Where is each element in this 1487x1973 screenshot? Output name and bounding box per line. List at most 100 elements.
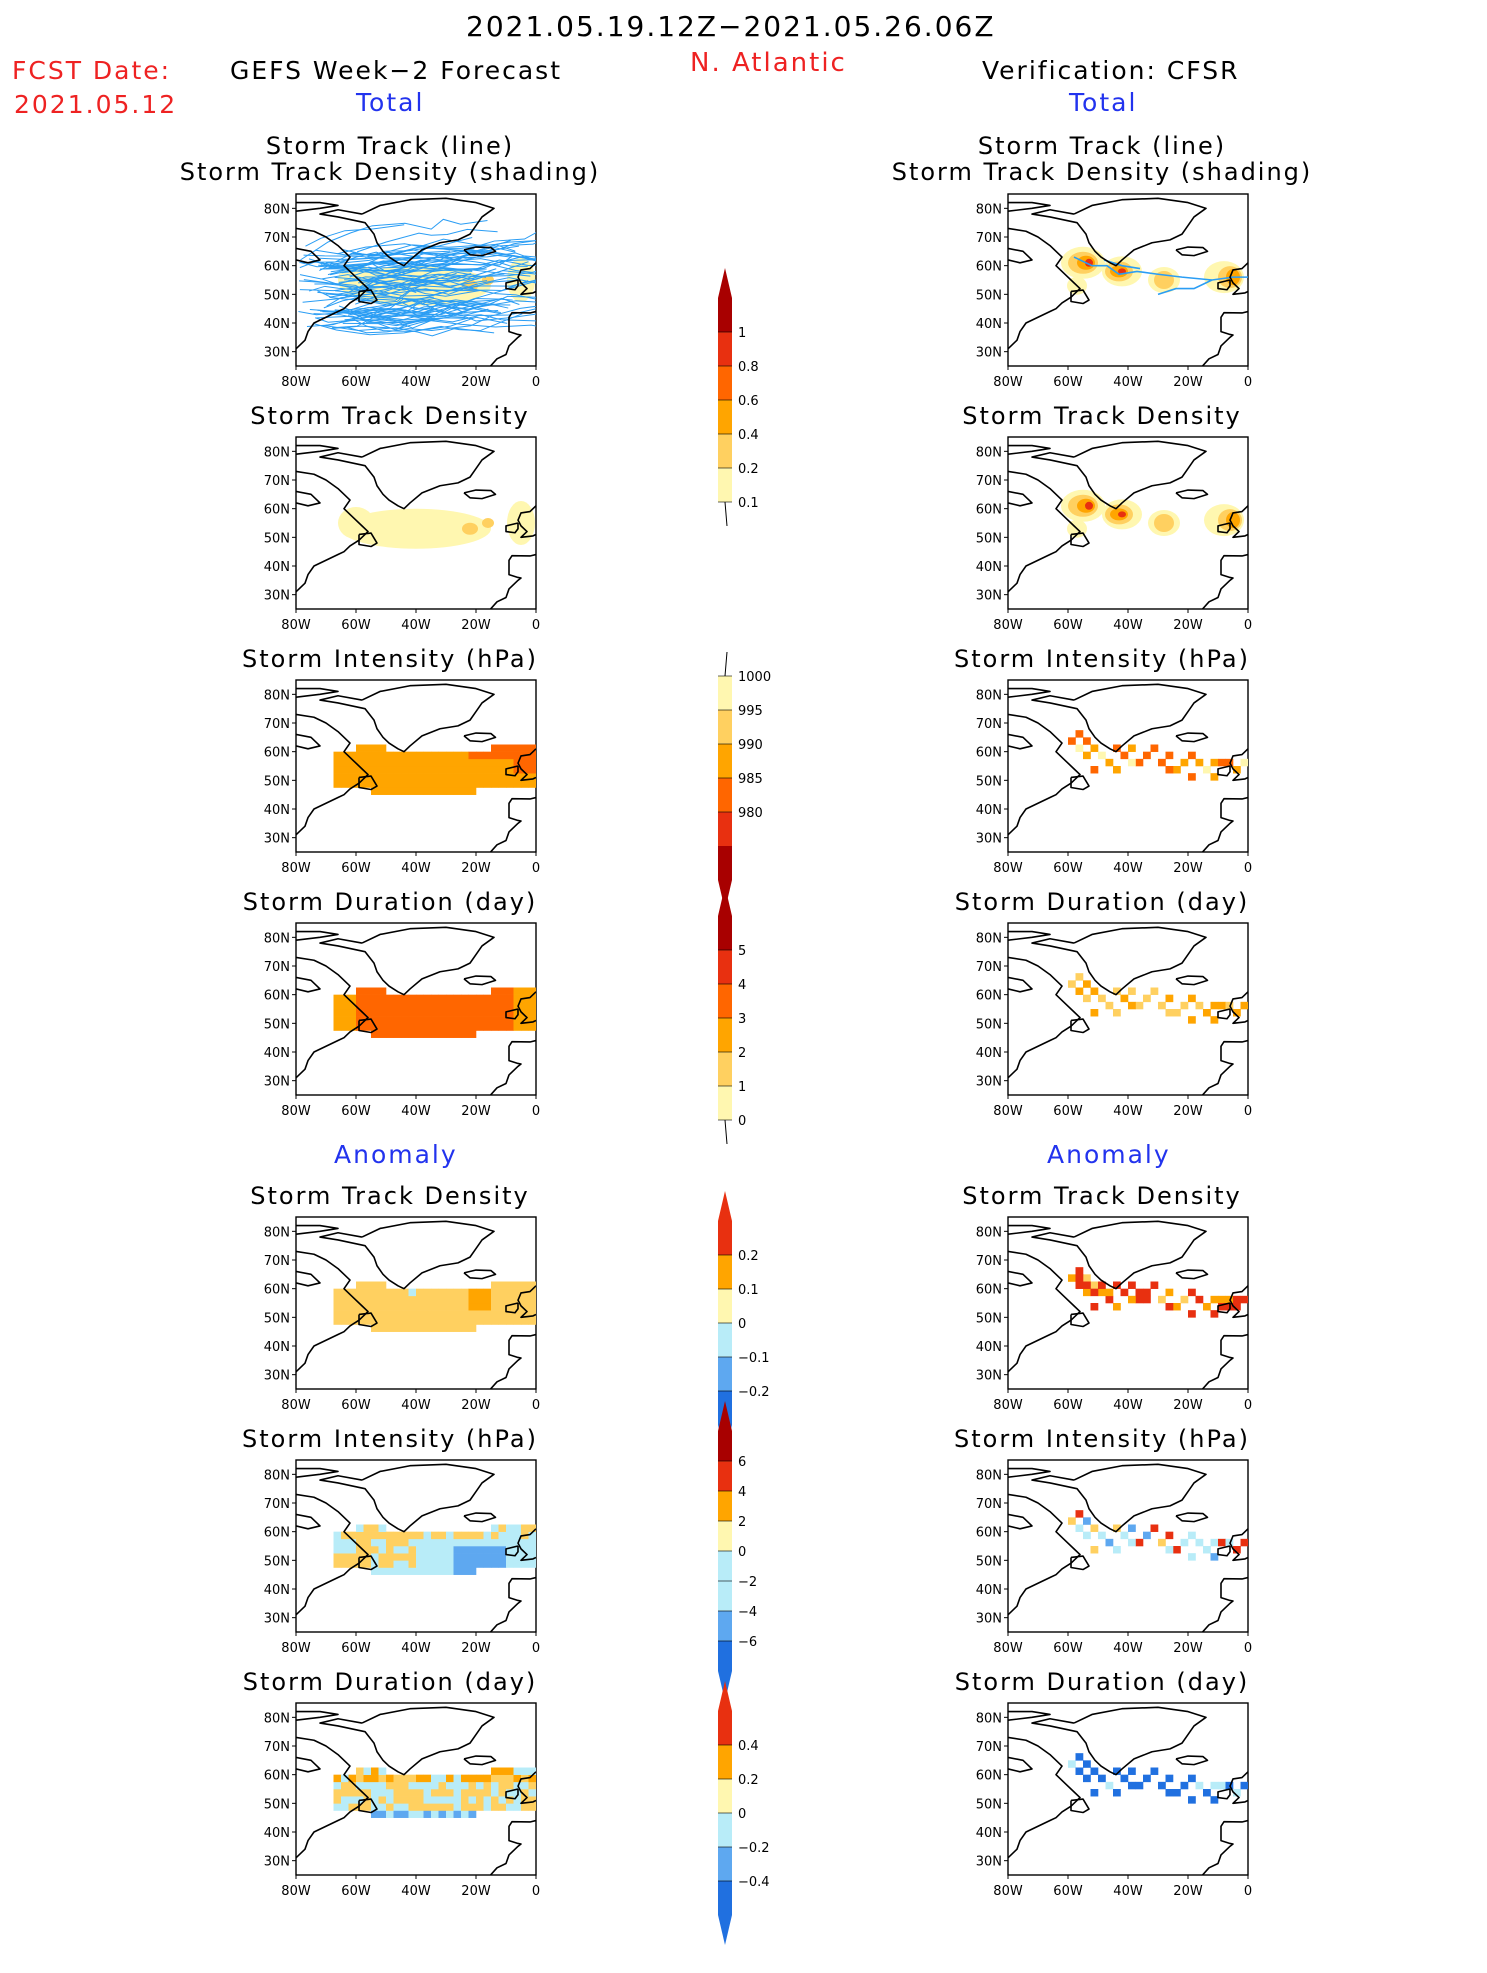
lon-tick-label: 0 [532,861,540,876]
ireland-coast [1217,1008,1231,1020]
grid-cell [431,773,439,781]
colorbar-label: 985 [738,772,763,787]
grid-cell [506,744,514,752]
colorbar-segment [718,1461,732,1491]
grid-cell [431,1796,439,1804]
grid-cell [371,787,379,795]
grid-cell [453,1023,462,1031]
grid-cell [1165,766,1174,774]
arctic-islands-coast [296,1710,339,1721]
grid-cell [483,780,492,788]
grid-cell [401,766,409,774]
greenland-coast [1031,1463,1207,1533]
colorbar-segment [718,1847,732,1881]
grid-cell [386,1803,394,1811]
grid-cell [386,1001,394,1010]
grid-cell [498,1303,507,1311]
grid-cell [431,758,439,767]
grid-cell [416,1538,424,1547]
grid-cell [461,773,469,781]
grid-cell [528,744,536,752]
grid-cell [341,1774,349,1783]
grid-cell [453,1295,462,1304]
lon-tick-label: 40W [401,1641,431,1656]
grid-cell [461,1796,469,1804]
map-svg: 80N 70N 60N 50N 40N 30N 80W 60W 40W 20W 0 [976,922,1252,1119]
colorbar-segment [718,1611,732,1641]
grid-cell [348,1546,357,1554]
grid-cell [1210,1016,1219,1024]
lat-tick-label: 70N [976,1740,1002,1755]
map-right-5: 80N 70N 60N 50N 40N 30N 80W 60W 40W 20W 0 [962,1213,1262,1422]
uk-coast [1229,1771,1248,1805]
grid-cell [461,1538,469,1547]
grid-cell [453,1288,462,1297]
ireland-coast [1217,522,1231,534]
colorbar-label: 2 [738,1515,746,1530]
storm-track-line [345,305,536,334]
grid-cell [1135,1288,1144,1297]
newfoundland-coast [1070,1555,1090,1571]
grid-cell [386,1789,394,1797]
lat-tick-label: 40N [976,803,1002,818]
grid-cell [1120,994,1129,1003]
grid-cell [408,1553,417,1561]
grid-cell [341,1796,349,1804]
grid-cell [408,758,417,767]
lat-tick-label: 40N [264,803,290,818]
grid-cell [506,1295,514,1304]
grid-cell [348,1295,357,1304]
grid-cell [468,1023,477,1031]
map-svg: 80N 70N 60N 50N 40N 30N 80W 60W 40W 20W 0 [976,1702,1252,1899]
arctic-islands-coast [296,1467,339,1478]
lon-tick-label: 40W [1113,1398,1143,1413]
grid-cell [416,1303,424,1311]
grid-cell [513,1023,522,1031]
right-column-title: Verification: CFSR [982,56,1240,85]
grid-cell [468,1303,477,1311]
grid-cell [371,987,379,995]
grid-cell [1113,1009,1121,1017]
grid-cell [378,1317,387,1325]
lon-tick-label: 40W [1113,1641,1143,1656]
ireland-coast [1217,765,1231,777]
grid-cell [1158,1538,1166,1547]
grid-cell [333,1016,342,1024]
grid-cell [1143,1288,1151,1297]
grid-cell [1090,766,1099,774]
grid-cell [1098,751,1106,760]
grid-cell [423,766,432,774]
grid-cell [528,1295,536,1304]
grid-cell [356,1023,364,1031]
baffin-coast [296,1270,321,1287]
grid-cell [461,1546,469,1554]
grid-cell [371,773,379,781]
grid-cell [1068,737,1076,745]
grid-cell [363,994,372,1003]
lat-tick-label: 30N [976,1612,1002,1627]
grid-cell [521,1803,529,1811]
grid-cell [1188,751,1196,760]
grid-cell [1105,1288,1114,1297]
grid-cell [1075,973,1084,981]
grid-cell [371,1303,379,1311]
grid-cell [431,1553,439,1561]
colorbar-svg: 1000 995 990 985 980 [718,651,771,910]
storm-track-line [358,280,477,291]
grid-cell [401,758,409,767]
lon-tick-label: 20W [1173,1884,1203,1899]
grid-cell [438,780,447,788]
grid-cell [348,1023,357,1031]
grid-cell [528,1774,536,1783]
iceland-coast [463,1269,497,1280]
grid-cell [468,1567,477,1575]
lon-tick-label: 80W [993,618,1023,633]
iberia-africa-coast [489,1576,536,1632]
map-svg: 80N 70N 60N 50N 40N 30N 80W 60W 40W 20W 0 [976,436,1252,633]
grid-cell [1165,751,1174,760]
grid-cell [378,1281,387,1289]
grid-cell [491,758,499,767]
grid-cell [401,1288,409,1297]
grid-cell [498,1774,507,1783]
lat-tick-label: 60N [976,989,1002,1004]
